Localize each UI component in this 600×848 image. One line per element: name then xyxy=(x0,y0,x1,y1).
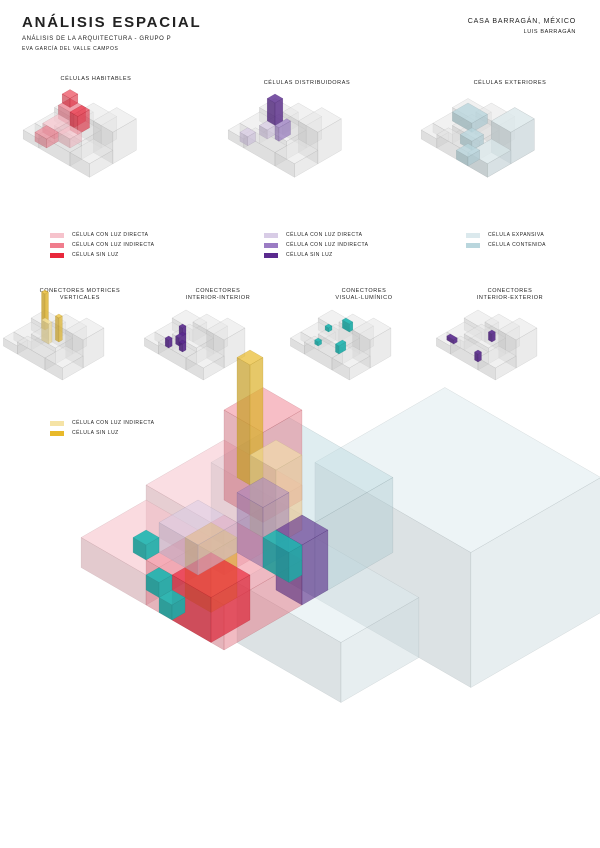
legend-item: CÉLULA CONTENIDA xyxy=(466,240,546,250)
panel-title-exteriores: CÉLULAS EXTERIORES xyxy=(473,80,547,86)
diagram-habitables xyxy=(22,89,137,178)
massing-box xyxy=(185,345,225,369)
cell-box xyxy=(314,387,600,553)
cell-box xyxy=(41,317,53,325)
diagram-exteriores xyxy=(420,98,535,178)
legend-motrices: CÉLULA CON LUZ INDIRECTA CÉLULA SIN LUZ xyxy=(50,418,154,438)
legend-swatch xyxy=(50,242,64,248)
legend-swatch xyxy=(50,420,64,426)
legend-swatch xyxy=(466,232,480,238)
legend-swatch xyxy=(264,252,278,258)
cell-box xyxy=(178,323,187,329)
diagram-visual xyxy=(290,309,392,381)
cell-box xyxy=(341,317,354,325)
architect-name: LUIS BARRAGÁN xyxy=(523,29,576,35)
cell-box xyxy=(274,118,291,128)
cell-box xyxy=(335,339,347,347)
legend-item: CÉLULA EXPANSIVA xyxy=(466,230,546,240)
diagram-exterior xyxy=(436,309,538,381)
cell-box xyxy=(249,439,303,471)
cell-box xyxy=(314,337,323,343)
legend-item: CÉLULA CON LUZ INDIRECTA xyxy=(264,240,368,250)
massing-box xyxy=(65,317,105,341)
legend-item: CÉLULA CON LUZ INDIRECTA xyxy=(50,418,154,428)
legend-swatch xyxy=(50,252,64,258)
cell-box xyxy=(324,323,333,329)
cell-box xyxy=(259,120,276,131)
legend-swatch xyxy=(264,242,278,248)
cell-box xyxy=(145,567,173,583)
cell-box xyxy=(55,315,60,343)
massing-box xyxy=(297,107,342,133)
diagram-interior xyxy=(144,309,246,381)
cell-box xyxy=(236,357,251,486)
cell-box xyxy=(236,349,264,366)
cell-box xyxy=(48,321,53,345)
massing-box xyxy=(477,345,517,369)
massing-box xyxy=(92,107,137,133)
legend-exteriores: CÉLULA EXPANSIVA CÉLULA CONTENIDA xyxy=(466,230,546,250)
cell-box xyxy=(164,335,173,341)
cell-box xyxy=(236,477,290,508)
legend-item: CÉLULA CON LUZ DIRECTA xyxy=(264,230,368,240)
massing-box xyxy=(44,345,84,369)
cell-box xyxy=(54,313,63,319)
legend-item: CÉLULA SIN LUZ xyxy=(50,250,154,260)
legend-swatch xyxy=(264,232,278,238)
panel-title-exterior: CONECTORES INTERIOR-EXTERIOR xyxy=(476,288,544,301)
cell-box xyxy=(487,329,496,335)
massing-box xyxy=(206,317,246,341)
legend-swatch xyxy=(50,232,64,238)
cell-box xyxy=(474,349,482,355)
cell-box xyxy=(446,333,458,341)
legend-item: CÉLULA CON LUZ DIRECTA xyxy=(50,230,154,240)
panel-title-interior: CONECTORES INTERIOR-INTERIOR xyxy=(185,288,251,301)
cell-box xyxy=(158,499,238,546)
page-title: ANÁLISIS ESPACIAL xyxy=(22,14,202,31)
panel-title-distribuidoras: CÉLULAS DISTRIBUIDORAS xyxy=(263,80,351,86)
legend-swatch xyxy=(50,430,64,436)
page-subtitle: ANÁLISIS DE LA ARQUITECTURA - GRUPO P xyxy=(22,36,172,42)
author-name: EVA GARCÍA DEL VALLE CAMPOS xyxy=(22,46,119,52)
legend-item: CÉLULA CON LUZ INDIRECTA xyxy=(50,240,154,250)
cell-box xyxy=(459,127,484,142)
diagram-motrices xyxy=(3,289,105,381)
cell-box xyxy=(58,315,63,343)
cell-box xyxy=(34,125,59,140)
cell-box xyxy=(132,529,160,546)
cell-box xyxy=(61,89,79,99)
massing-box xyxy=(69,138,114,164)
panel-title-visual: CONECTORES VISUAL-LUMÍNICO xyxy=(335,288,393,301)
legend-item: CÉLULA SIN LUZ xyxy=(264,250,368,260)
cell-box xyxy=(266,93,284,104)
massing-box xyxy=(352,317,392,341)
cell-box xyxy=(490,107,535,133)
cell-box xyxy=(57,125,83,140)
legend-swatch xyxy=(466,242,480,248)
cell-box xyxy=(274,125,280,142)
legend-distribuidoras: CÉLULA CON LUZ DIRECTA CÉLULA CON LUZ IN… xyxy=(264,230,368,260)
cell-box xyxy=(178,339,187,345)
diagram-combined xyxy=(80,349,600,703)
panel-title-habitables: CÉLULAS HABITABLES xyxy=(60,76,132,82)
massing-box xyxy=(274,138,319,164)
cell-box xyxy=(455,143,481,158)
cell-box xyxy=(158,589,186,606)
massing-box xyxy=(463,323,507,349)
panel-title-motrices: CONECTORES MOTRICES VERTICALES xyxy=(39,288,121,301)
cell-box xyxy=(175,331,187,339)
legend-habitables: CÉLULA CON LUZ DIRECTA CÉLULA CON LUZ IN… xyxy=(50,230,154,260)
project-place: CASA BARRAGÁN, MÉXICO xyxy=(467,18,576,25)
legend-item: CÉLULA SIN LUZ xyxy=(50,428,154,438)
cell-box xyxy=(262,529,303,553)
diagram-distribuidoras xyxy=(227,93,342,178)
cell-box xyxy=(452,102,488,124)
cell-box xyxy=(239,127,256,137)
cell-box xyxy=(41,289,49,295)
cell-box xyxy=(69,105,90,117)
massing-box xyxy=(498,317,538,341)
